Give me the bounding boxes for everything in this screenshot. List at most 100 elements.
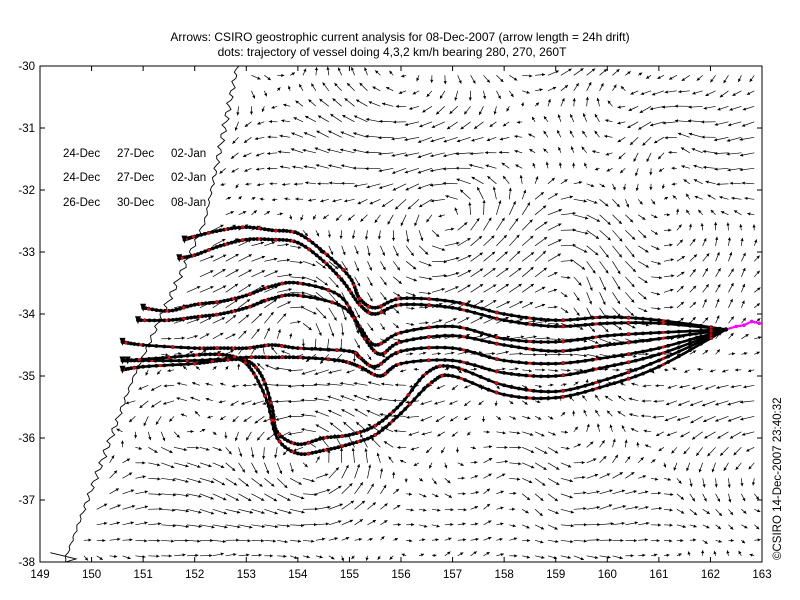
current-arrowhead	[251, 454, 255, 458]
current-arrowhead	[606, 410, 611, 414]
daily-marker	[427, 297, 431, 301]
trajectory-point	[568, 338, 573, 343]
current-arrowhead	[609, 538, 613, 542]
current-arrowhead	[661, 105, 666, 109]
current-arrowhead	[530, 235, 534, 239]
trajectory-point	[531, 388, 536, 393]
trajectory-point	[641, 349, 645, 354]
daily-marker	[460, 377, 464, 381]
current-arrowhead	[654, 231, 658, 235]
daily-marker	[438, 364, 442, 368]
trajectory-point	[229, 240, 234, 245]
current-arrowhead	[427, 291, 432, 295]
current-arrowhead	[719, 195, 723, 200]
trajectory-point	[431, 366, 436, 371]
current-arrowhead	[498, 150, 502, 155]
current-arrowhead	[588, 82, 592, 86]
trajectory-point	[612, 315, 617, 320]
current-arrowhead	[319, 98, 323, 103]
current-arrowhead	[686, 193, 690, 197]
trajectory-point	[413, 383, 418, 387]
current-arrowhead	[340, 148, 344, 152]
current-arrowhead	[360, 218, 364, 222]
vessel-track-point	[742, 323, 746, 328]
current-arrowhead	[445, 194, 449, 199]
trajectory-point	[222, 299, 227, 303]
current-arrowhead	[291, 132, 295, 136]
daily-marker	[243, 361, 247, 365]
daily-marker	[397, 341, 401, 345]
current-arrowhead	[692, 285, 697, 290]
current-arrowhead	[504, 445, 508, 449]
current-arrowhead	[652, 459, 656, 463]
current-arrowhead	[529, 432, 534, 436]
trajectory-point	[382, 339, 387, 344]
trajectory-point	[633, 339, 638, 344]
current-arrowhead	[261, 510, 265, 514]
current-arrowhead	[144, 539, 148, 543]
current-arrowhead	[117, 537, 121, 541]
trajectory-point	[212, 352, 217, 357]
trajectory-point	[302, 452, 307, 456]
current-arrowhead	[500, 490, 504, 494]
daily-marker	[291, 450, 295, 454]
trajectory-point	[546, 396, 551, 401]
daily-marker	[182, 306, 186, 310]
current-arrowhead	[550, 383, 554, 387]
current-arrowhead	[617, 105, 621, 109]
trajectory-point	[301, 281, 305, 286]
daily-marker	[324, 448, 327, 452]
current-arrowhead	[596, 538, 600, 542]
x-tick-label: 155	[340, 569, 359, 581]
current-arrowhead	[167, 368, 171, 373]
current-arrowhead	[654, 140, 658, 144]
current-arrowhead	[120, 440, 125, 444]
current-arrowhead	[198, 524, 202, 528]
current-arrowhead	[678, 553, 682, 557]
current-arrowhead	[583, 491, 587, 495]
current-arrowhead	[639, 201, 643, 205]
current-arrowhead	[566, 446, 570, 450]
current-arrowhead	[673, 467, 677, 471]
trajectory-point	[553, 395, 558, 400]
daily-marker	[462, 326, 466, 330]
trajectory-point	[218, 299, 223, 304]
current-arrowhead	[678, 480, 682, 484]
trajectory-point	[227, 353, 232, 358]
trajectory-point	[218, 243, 223, 248]
legend-date: 24-Dec	[63, 172, 100, 184]
daily-marker	[373, 424, 377, 428]
current-arrowhead	[364, 448, 368, 452]
trajectory-point	[342, 281, 347, 285]
daily-marker	[248, 292, 252, 296]
current-arrowhead	[692, 301, 697, 306]
daily-marker	[298, 356, 302, 359]
trajectory-point	[134, 357, 139, 362]
current-arrowhead	[456, 139, 461, 143]
current-arrowhead	[433, 553, 437, 558]
current-arrowhead	[720, 211, 725, 215]
current-arrowhead	[703, 165, 707, 169]
current-arrowhead	[267, 166, 271, 171]
current-arrowhead	[129, 418, 133, 423]
trajectory-point	[283, 281, 288, 285]
current-arrowhead	[236, 112, 240, 116]
trajectory-point	[583, 346, 588, 351]
current-arrowhead	[293, 117, 297, 121]
daily-marker	[427, 335, 431, 339]
current-arrowhead	[631, 253, 635, 258]
coastline-path	[50, 66, 240, 562]
current-arrowhead	[544, 353, 549, 357]
trajectory-point	[539, 396, 543, 401]
current-arrowhead	[314, 492, 318, 497]
current-arrowhead	[263, 419, 267, 423]
current-arrowhead	[557, 130, 560, 134]
current-arrowhead	[543, 116, 547, 120]
trajectory-point	[403, 407, 408, 411]
current-arrowhead	[572, 211, 576, 215]
current-arrowhead	[730, 385, 734, 389]
current-arrowhead	[423, 494, 427, 498]
trajectory-point	[178, 306, 182, 311]
trajectory-point	[270, 343, 274, 347]
current-arrowhead	[185, 479, 189, 483]
